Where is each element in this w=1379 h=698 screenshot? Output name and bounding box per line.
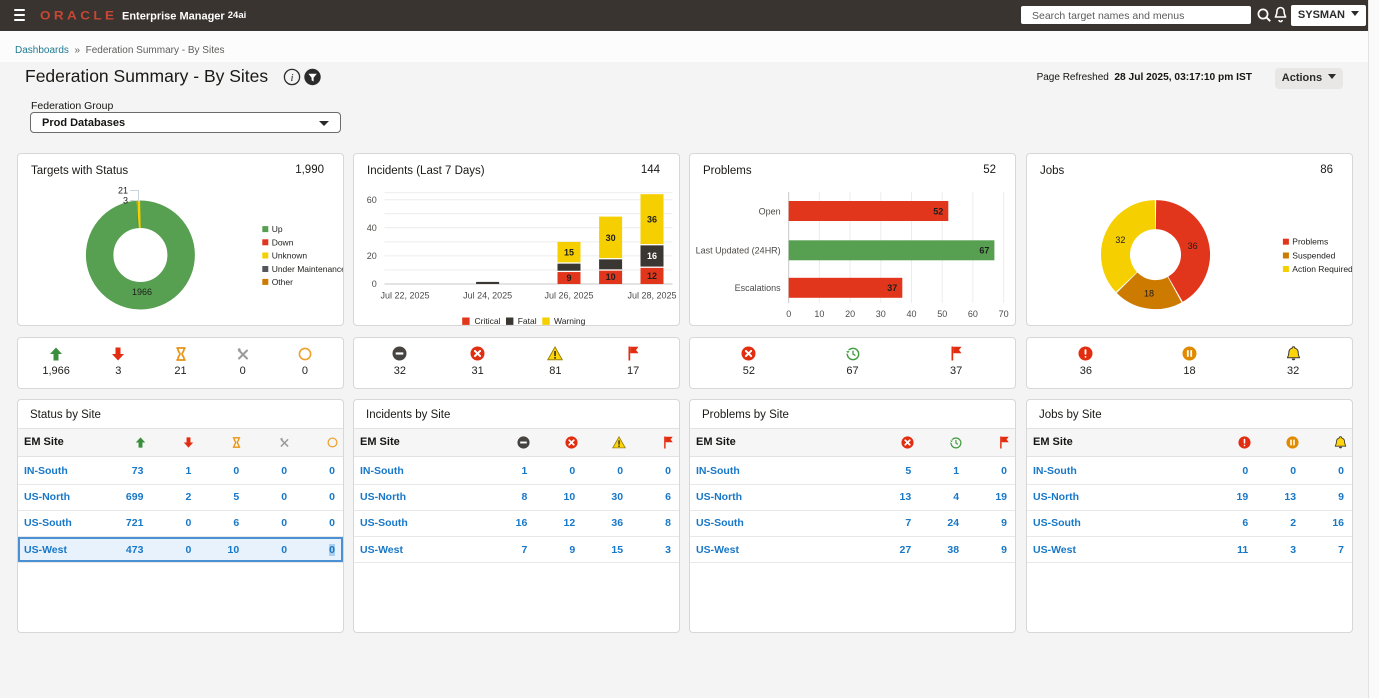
svg-text:Jul 24, 2025: Jul 24, 2025 [463, 290, 512, 300]
svg-text:67: 67 [979, 245, 989, 255]
svg-text:Suspended: Suspended [1292, 250, 1335, 260]
svg-text:20: 20 [845, 309, 855, 319]
svg-text:50: 50 [937, 309, 947, 319]
svg-text:60: 60 [968, 309, 978, 319]
svg-text:Other: Other [272, 276, 293, 286]
svg-text:Action Required: Action Required [1292, 264, 1352, 274]
svg-text:30: 30 [876, 309, 886, 319]
svg-text:Down: Down [272, 237, 294, 247]
svg-text:3: 3 [123, 195, 128, 205]
svg-text:18: 18 [1144, 288, 1154, 298]
svg-text:70: 70 [999, 309, 1009, 319]
svg-text:9: 9 [566, 272, 571, 282]
svg-text:20: 20 [367, 251, 377, 261]
svg-text:Jul 26, 2025: Jul 26, 2025 [544, 290, 593, 300]
svg-text:Up: Up [272, 224, 283, 234]
svg-text:36: 36 [1188, 241, 1198, 251]
svg-text:Unknown: Unknown [272, 250, 308, 260]
svg-text:1966: 1966 [132, 287, 152, 297]
svg-text:0: 0 [786, 309, 791, 319]
svg-text:Fatal: Fatal [518, 316, 537, 326]
svg-text:10: 10 [606, 272, 616, 282]
svg-text:36: 36 [647, 214, 657, 224]
svg-text:37: 37 [887, 283, 897, 293]
svg-text:Escalations: Escalations [735, 283, 782, 293]
svg-text:52: 52 [933, 206, 943, 216]
svg-text:30: 30 [606, 232, 616, 242]
svg-text:Jul 22, 2025: Jul 22, 2025 [380, 290, 429, 300]
svg-text:Under Maintenance: Under Maintenance [272, 264, 343, 274]
svg-text:Critical: Critical [475, 316, 501, 326]
svg-text:10: 10 [814, 309, 824, 319]
svg-text:Jul 28, 2025: Jul 28, 2025 [627, 290, 676, 300]
svg-text:15: 15 [564, 247, 574, 257]
svg-text:i: i [290, 72, 293, 84]
svg-text:Warning: Warning [554, 316, 586, 326]
svg-text:40: 40 [367, 223, 377, 233]
svg-text:21: 21 [118, 185, 128, 195]
svg-text:16: 16 [647, 251, 657, 261]
svg-text:0: 0 [372, 279, 377, 289]
svg-text:Open: Open [759, 206, 781, 216]
svg-text:60: 60 [367, 194, 377, 204]
svg-text:40: 40 [906, 309, 916, 319]
svg-text:Problems: Problems [1292, 236, 1328, 246]
svg-text:12: 12 [647, 270, 657, 280]
svg-text:Last Updated (24HR): Last Updated (24HR) [696, 245, 781, 255]
svg-text:32: 32 [1115, 234, 1125, 244]
